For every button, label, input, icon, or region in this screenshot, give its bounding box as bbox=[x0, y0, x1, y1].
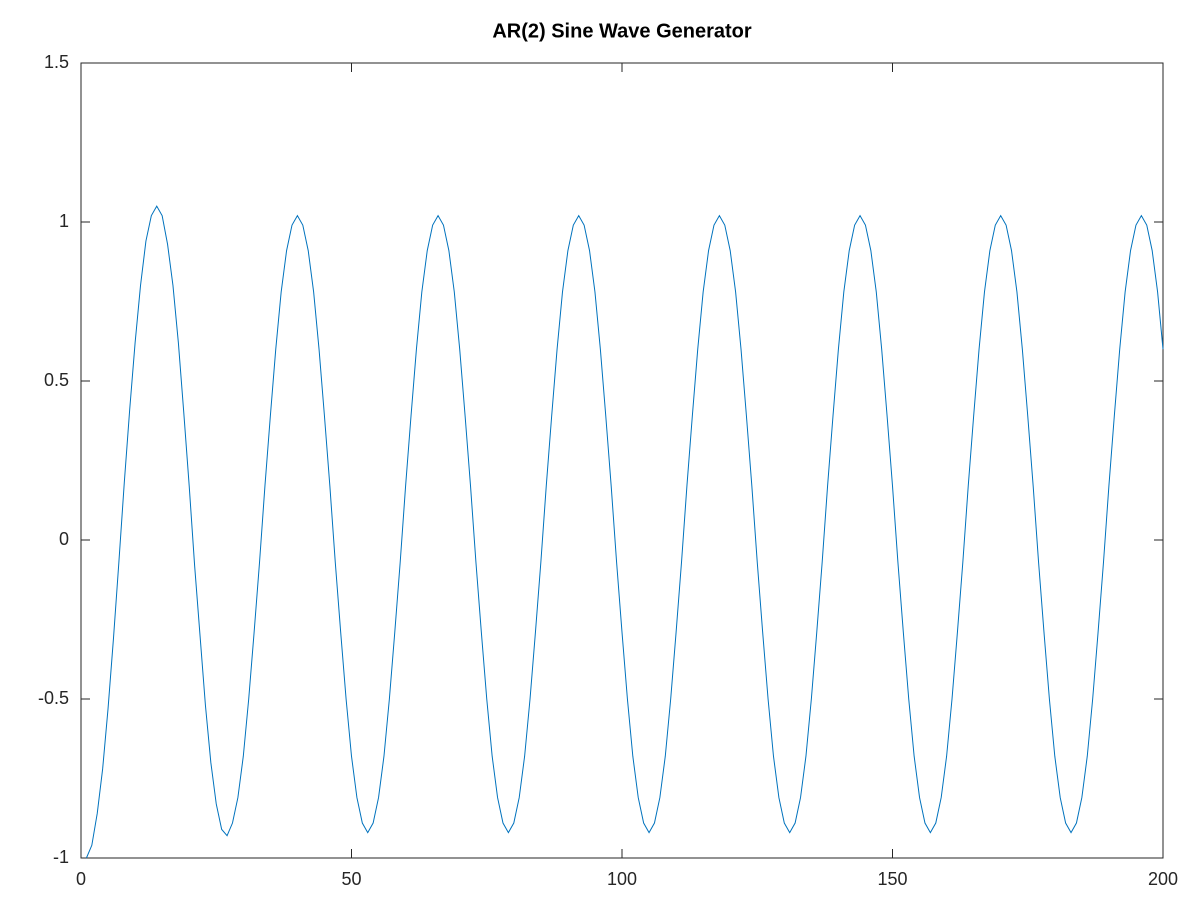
x-tick-label: 100 bbox=[607, 869, 637, 889]
chart-title: AR(2) Sine Wave Generator bbox=[492, 20, 752, 42]
x-tick-label: 200 bbox=[1148, 869, 1178, 889]
line-series bbox=[85, 205, 1164, 859]
y-tick-label: 1.5 bbox=[44, 52, 69, 72]
y-tick-label: 1 bbox=[59, 211, 69, 231]
y-tick-label: -1 bbox=[53, 847, 69, 867]
y-tick-label: 0.5 bbox=[44, 370, 69, 390]
x-tick-label: 0 bbox=[76, 869, 86, 889]
y-tick-label: 0 bbox=[59, 529, 69, 549]
x-tick-label: 50 bbox=[341, 869, 361, 889]
y-tick-label: -0.5 bbox=[38, 688, 69, 708]
x-tick-label: 150 bbox=[877, 869, 907, 889]
